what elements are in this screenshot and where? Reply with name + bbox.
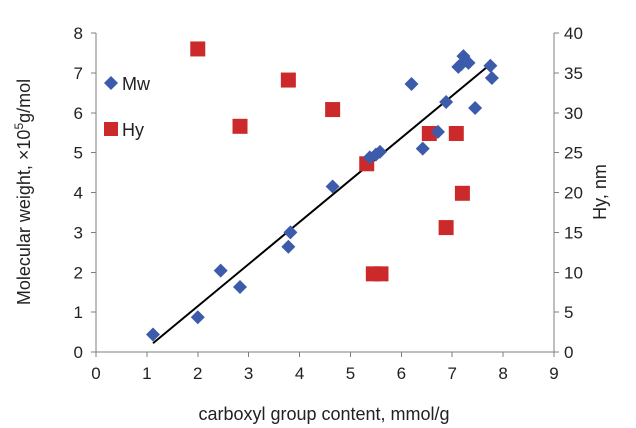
mw-point xyxy=(468,100,483,115)
y-left-title-exponent: 5 xyxy=(12,123,26,130)
y-left-tick-label: 0 xyxy=(74,343,83,362)
x-tick-label: 9 xyxy=(549,364,558,383)
mw-point xyxy=(213,263,228,278)
y-left-tick-label: 6 xyxy=(74,104,83,123)
hy-point xyxy=(421,125,437,141)
hy-point xyxy=(232,118,248,134)
y-right-tick-label: 35 xyxy=(564,64,583,83)
mw-point xyxy=(484,71,499,86)
mw-point xyxy=(372,144,387,159)
x-tick-label: 5 xyxy=(346,364,355,383)
y-left-tick-label: 4 xyxy=(74,184,83,203)
legend: Mw Hy xyxy=(104,74,151,140)
hy-point xyxy=(448,125,464,141)
trendline xyxy=(152,61,494,344)
mw-point xyxy=(404,77,419,92)
y-right-axis-title: Hy, nm xyxy=(590,164,610,220)
y-right-tick-label: 30 xyxy=(564,104,583,123)
mw-point xyxy=(483,58,498,73)
legend-mw-marker xyxy=(104,76,118,90)
y-left-axis-title: Molecular weight, ×105g/mol xyxy=(12,79,34,305)
mw-point xyxy=(415,141,430,156)
y-left-tick-label: 1 xyxy=(74,303,83,322)
y-right-tick-label: 15 xyxy=(564,223,583,242)
y-left-tick-label: 3 xyxy=(74,223,83,242)
x-tick-label: 4 xyxy=(295,364,304,383)
y-right-tick-label: 20 xyxy=(564,184,583,203)
legend-hy-label: Hy xyxy=(122,120,144,140)
mw-point xyxy=(190,310,205,325)
hy-point xyxy=(325,102,341,118)
mw-point xyxy=(283,225,298,240)
hy-point xyxy=(454,185,470,201)
hy-point xyxy=(438,220,454,236)
x-tick-label: 6 xyxy=(397,364,406,383)
y-right-tick-label: 10 xyxy=(564,263,583,282)
hy-point xyxy=(373,266,389,282)
hy-point xyxy=(190,41,206,57)
hy-point xyxy=(280,72,296,88)
y-left-tick-label: 7 xyxy=(74,64,83,83)
y-right-tick-label: 25 xyxy=(564,144,583,163)
mw-point xyxy=(281,239,296,254)
data-points xyxy=(145,41,499,342)
x-tick-label: 8 xyxy=(498,364,507,383)
y-right-tick-label: 0 xyxy=(564,343,573,362)
trendline-group xyxy=(152,61,494,344)
x-tick-label: 7 xyxy=(447,364,456,383)
x-tick-label: 3 xyxy=(244,364,253,383)
mw-point xyxy=(145,327,160,342)
y-right-tick-label: 40 xyxy=(564,24,583,43)
y-left-tick-label: 8 xyxy=(74,24,83,43)
mw-point xyxy=(430,124,445,139)
x-tick-label: 0 xyxy=(91,364,100,383)
y-left-tick-label: 2 xyxy=(74,263,83,282)
x-axis-title: carboxyl group content, mmol/g xyxy=(198,404,449,424)
mw-point xyxy=(461,55,476,70)
axes xyxy=(91,32,559,357)
mw-point xyxy=(233,280,248,295)
y-left-title-main: Molecular weight, ×10 xyxy=(14,130,34,306)
legend-mw-label: Mw xyxy=(122,74,151,94)
mw-point xyxy=(439,94,454,109)
y-left-title-unit: g/mol xyxy=(14,79,34,123)
mw-point xyxy=(325,179,340,194)
y-right-tick-label: 5 xyxy=(564,303,573,322)
x-tick-label: 1 xyxy=(142,364,151,383)
x-tick-label: 2 xyxy=(193,364,202,383)
legend-hy-marker xyxy=(104,122,118,136)
y-left-tick-label: 5 xyxy=(74,144,83,163)
